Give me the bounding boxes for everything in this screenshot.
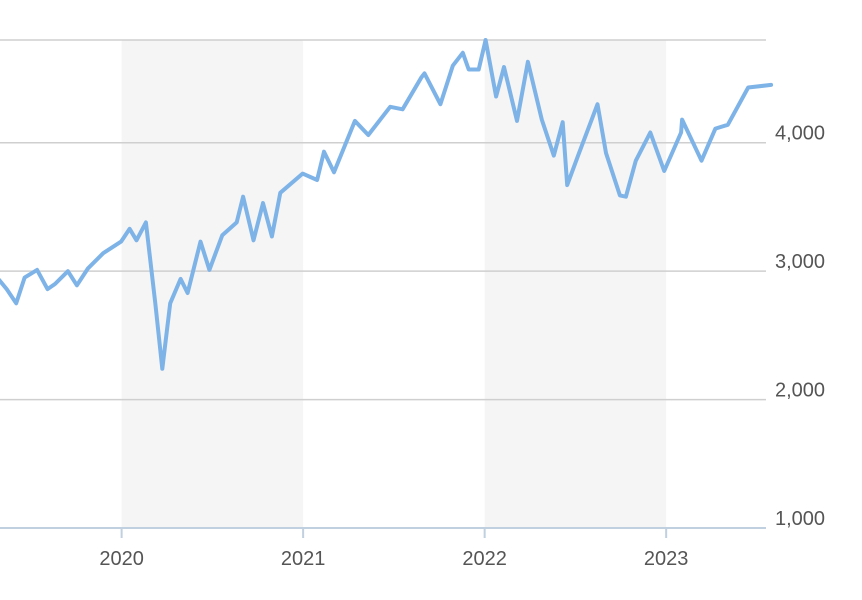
shaded-year-band [484, 40, 667, 528]
shaded-year-band [121, 40, 304, 528]
year-shading [121, 40, 667, 528]
y-axis-ticks: 1,000 2,000 3,000 4,000 [775, 123, 825, 530]
y-tick-label: 4,000 [775, 123, 825, 145]
y-tick-label: 1,000 [775, 508, 825, 530]
series-line [0, 38, 774, 371]
x-axis-ticks: 2020 2021 2022 2023 [99, 528, 688, 570]
x-tick-label: 2023 [644, 548, 689, 570]
x-tick-label: 2020 [99, 548, 144, 570]
y-tick-label: 2,000 [775, 380, 825, 402]
x-tick-label: 2021 [281, 548, 326, 570]
x-tick-label: 2022 [462, 548, 507, 570]
y-tick-label: 3,000 [775, 251, 825, 273]
